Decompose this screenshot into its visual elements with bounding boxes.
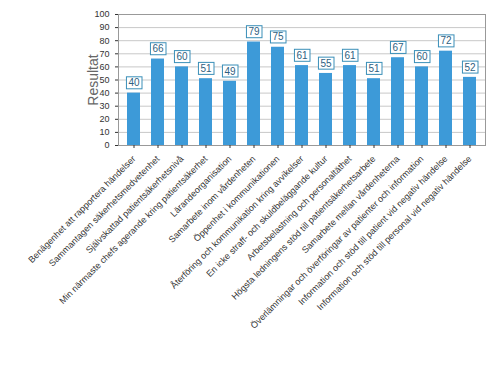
svg-text:Samarbete inom vårdenheten: Samarbete inom vårdenheten (166, 153, 258, 245)
svg-text:20: 20 (99, 114, 109, 124)
svg-text:49: 49 (224, 66, 236, 77)
svg-text:Min närmaste chefs agerande kr: Min närmaste chefs agerande kring patien… (57, 153, 210, 306)
svg-text:10: 10 (99, 127, 109, 137)
svg-text:Självskattad patientsäkerhetsn: Självskattad patientsäkerhetsnivå (83, 153, 186, 256)
svg-text:60: 60 (176, 51, 188, 62)
svg-text:Information och stöd till pers: Information och stöd till personal vid n… (315, 154, 473, 312)
svg-text:61: 61 (344, 50, 356, 61)
svg-text:Återföring och kommunikation k: Återföring och kommunikation kring avvik… (168, 153, 306, 291)
svg-text:50: 50 (99, 74, 110, 85)
svg-text:72: 72 (440, 35, 452, 46)
svg-text:30: 30 (99, 101, 110, 112)
svg-text:51: 51 (368, 63, 380, 74)
svg-text:60: 60 (99, 61, 110, 72)
svg-text:Benägenhet att rapportera händ: Benägenhet att rapportera händelser (26, 153, 138, 265)
svg-text:100: 100 (94, 9, 109, 19)
svg-text:Öppenhet i kommunikationen: Öppenhet i kommunikationen (192, 154, 282, 244)
svg-text:60: 60 (416, 51, 428, 62)
svg-text:0: 0 (104, 140, 109, 150)
svg-text:51: 51 (200, 63, 212, 74)
svg-text:Resultat: Resultat (85, 54, 101, 105)
svg-text:Samarbete mellan vårdenheterna: Samarbete mellan vårdenheterna (299, 153, 402, 256)
svg-text:Arbetsbelastning och personalt: Arbetsbelastning och personaltäthet (244, 153, 354, 263)
svg-text:Lärandeorganisation: Lärandeorganisation (168, 153, 234, 219)
svg-text:75: 75 (272, 31, 284, 42)
svg-text:40: 40 (99, 88, 110, 98)
svg-text:67: 67 (392, 42, 404, 53)
svg-text:70: 70 (99, 48, 110, 59)
svg-text:40: 40 (128, 77, 140, 88)
svg-text:66: 66 (152, 43, 164, 54)
svg-text:90: 90 (99, 22, 109, 32)
svg-text:Högsta ledningens stöd till pa: Högsta ledningens stöd till patientsäker… (229, 153, 378, 302)
svg-text:Sammantagen säkerhetsmedvetenh: Sammantagen säkerhetsmedvetenhet (46, 153, 162, 269)
svg-text:79: 79 (248, 26, 260, 37)
svg-text:80: 80 (99, 36, 109, 46)
svg-text:Information och stöd till pati: Information och stöd till patient vid ne… (296, 154, 449, 307)
svg-text:61: 61 (296, 50, 308, 61)
svg-text:Överlämningar och överföringar: Överlämningar och överföringar av patien… (249, 154, 426, 331)
svg-text:En icke straff- och skuldbeläg: En icke straff- och skuldbeläggande kult… (204, 153, 330, 279)
svg-text:55: 55 (320, 58, 332, 69)
svg-text:52: 52 (464, 62, 476, 73)
